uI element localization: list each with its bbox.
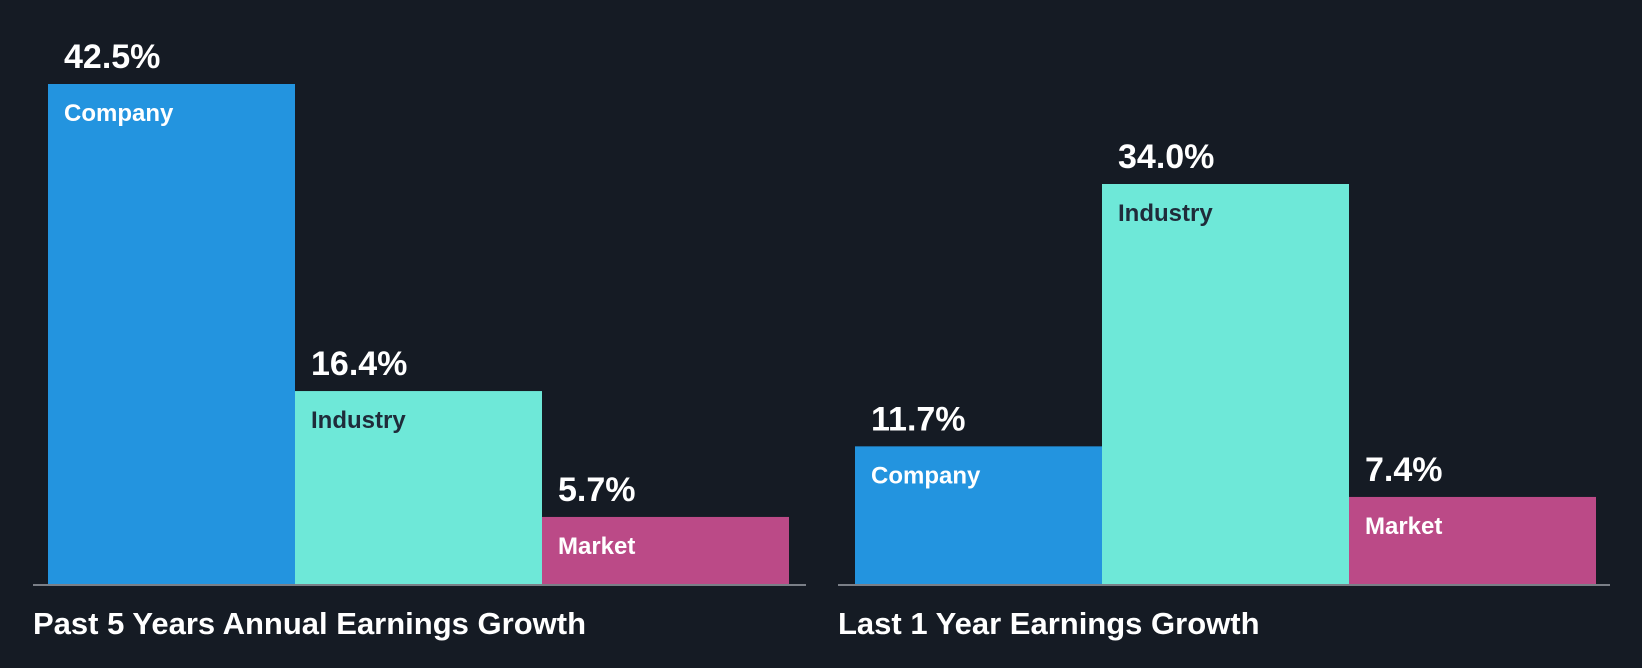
bar-industry [295,391,542,584]
value-label-industry: 34.0% [1118,138,1214,176]
bar-market [542,516,789,584]
bar-company [48,84,295,584]
bar-company [855,446,1102,584]
value-label-industry: 16.4% [311,345,407,383]
bar-industry [1102,184,1349,584]
category-label-industry: Industry [1118,200,1213,227]
chart-title: Past 5 Years Annual Earnings Growth [33,606,586,641]
chart-panel-1: 42.5% Company 16.4% Industry 5.7% Market Past … [33,38,806,641]
value-label-market: 5.7% [558,471,636,509]
chart-panel-2: 11.7% Company 34.0% Industry 7.4% Market Last … [838,138,1610,641]
category-label-market: Market [558,533,635,560]
value-label-market: 7.4% [1365,451,1443,489]
chart-title: Last 1 Year Earnings Growth [838,606,1260,641]
category-label-company: Company [64,100,174,127]
category-label-market: Market [1365,513,1442,540]
category-label-industry: Industry [311,407,406,434]
category-label-company: Company [871,462,981,489]
bar-market [1349,496,1596,584]
value-label-company: 42.5% [64,38,160,76]
value-label-company: 11.7% [871,400,966,438]
